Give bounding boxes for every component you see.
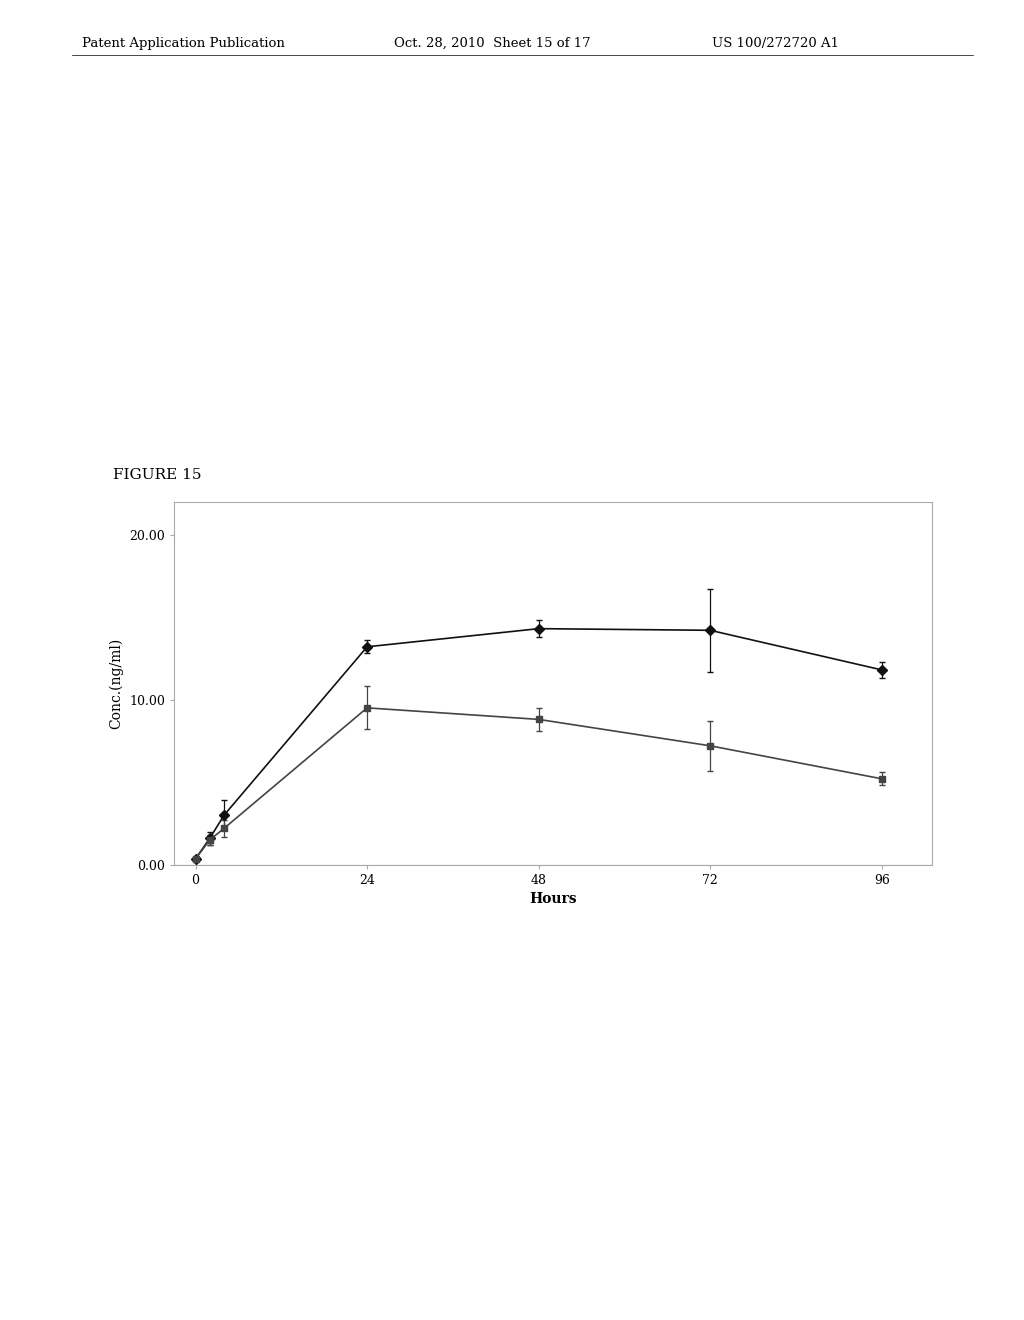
Text: FIGURE 15: FIGURE 15	[113, 467, 201, 482]
Text: Patent Application Publication: Patent Application Publication	[82, 37, 285, 50]
Text: US 100/272720 A1: US 100/272720 A1	[712, 37, 839, 50]
Y-axis label: Conc.(ng/ml): Conc.(ng/ml)	[110, 638, 124, 729]
X-axis label: Hours: Hours	[529, 892, 577, 907]
Text: Oct. 28, 2010  Sheet 15 of 17: Oct. 28, 2010 Sheet 15 of 17	[394, 37, 591, 50]
